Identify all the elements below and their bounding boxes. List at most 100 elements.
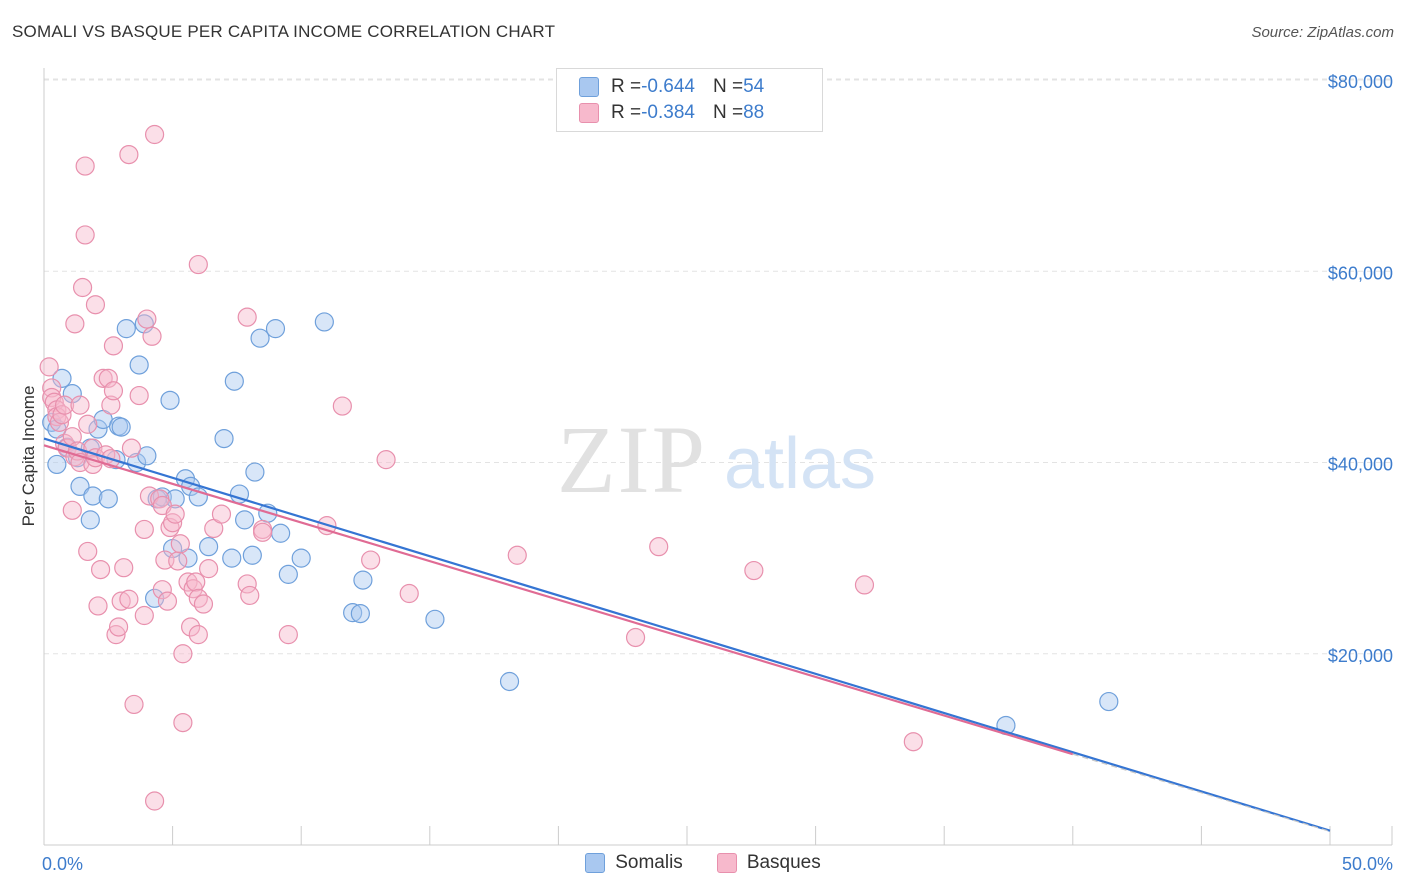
basques-trendline-extension [1072,753,1331,832]
somalis-point [353,570,373,590]
basques-point [173,644,193,664]
basques-point [744,560,764,581]
somalis-swatch [579,77,599,97]
basques-point [103,336,124,356]
somalis-point [314,312,334,332]
basques-point [88,596,108,616]
stats-row-somalis: R = -0.644 N = 54 [579,75,764,99]
basques-point [188,625,208,645]
somalis-point [499,671,520,692]
somalis-point [1099,691,1119,712]
x-tick-label: 0.0% [42,854,83,874]
y-tick-label: $20,000 [1328,646,1393,666]
somalis-point [278,564,298,584]
data-points [39,124,1119,811]
basques-legend-swatch [716,853,737,873]
n-label: N = [712,76,744,97]
basques-point [111,591,131,611]
r-value: -0.384 [641,102,695,123]
somalis-trendline [43,437,1331,832]
basques-point [119,144,139,165]
basques-point [78,541,98,562]
basques-point [253,522,273,542]
axes [43,68,1393,846]
somalis-point [265,319,286,339]
somalis-point [242,545,262,565]
basques-point [237,574,257,594]
watermark-atlas: atlas [724,424,876,504]
basques-point [119,589,139,609]
basques-point [114,558,134,578]
somalis-point [98,489,118,509]
source-label: Source: ZipAtlas.com [1251,24,1394,41]
basques-point [75,225,95,245]
legend-label-somalis: Somalis [615,852,683,873]
somalis-point [235,510,255,530]
y-tick-label: $40,000 [1328,455,1393,475]
basques-point [170,534,190,554]
basques-point [103,381,124,401]
basques-point [101,395,121,415]
basques-point [278,625,298,645]
basques-point [157,591,178,611]
somalis-point [271,523,291,543]
series-legend: Somalis Basques [0,852,1406,874]
basques-point [78,414,98,434]
basques-point [199,559,219,579]
somalis-legend-swatch [585,853,606,873]
basques-point [188,588,208,608]
somalis-point [160,390,180,410]
basques-point [137,309,157,329]
basques-point [106,625,126,645]
somalis-point [116,319,136,339]
legend-label-basques: Basques [746,852,821,873]
basques-point [70,395,90,415]
basques-point [65,314,85,334]
y-tick-label: $60,000 [1328,263,1393,283]
stats-legend: R = -0.644 N = 54 R = -0.384 N = 88 [556,68,823,132]
chart-title: SOMALI VS BASQUE PER CAPITA INCOME CORRE… [12,22,556,41]
basques-point [376,450,396,470]
n-label: N = [712,102,744,123]
gridlines [44,78,1392,655]
basques-point [332,396,352,416]
basques-point [165,504,185,524]
somalis-point [350,603,370,624]
basques-point [85,295,106,315]
basques-point [121,438,142,458]
basques-point [39,357,59,377]
basques-point [72,277,93,298]
basques-point [142,326,162,346]
somalis-point [343,603,363,623]
basques-point [144,791,165,811]
somalis-point [111,417,131,437]
basques-point [211,504,232,524]
basques-point [507,545,527,565]
basques-point [152,580,172,600]
y-tick-label: $80,000 [1328,72,1393,92]
somalis-point [224,371,244,391]
somalis-point [245,462,265,482]
r-label: R = [611,102,642,123]
n-value: 88 [743,102,765,123]
basques-swatch [579,103,599,123]
somalis-point [425,609,445,629]
basques-point [240,585,260,606]
basques-point [625,627,646,648]
legend-item-basques[interactable]: Basques [716,852,821,874]
trend-lines [43,437,1331,832]
watermark: ZIP atlas [557,406,876,513]
axis-labels: $20,000 $40,000 $60,000 $80,000 0.0% 50.0% [42,72,1393,874]
legend-item-somalis[interactable]: Somalis [585,852,683,874]
basques-point [54,395,75,415]
somalis-point [250,328,270,348]
basques-point [399,583,419,604]
basques-point [108,617,129,637]
basques-point [173,712,193,733]
somalis-point [222,548,242,568]
basques-point [134,519,154,540]
somalis-point [83,486,103,506]
basques-point [181,617,201,637]
somalis-point [52,368,72,388]
